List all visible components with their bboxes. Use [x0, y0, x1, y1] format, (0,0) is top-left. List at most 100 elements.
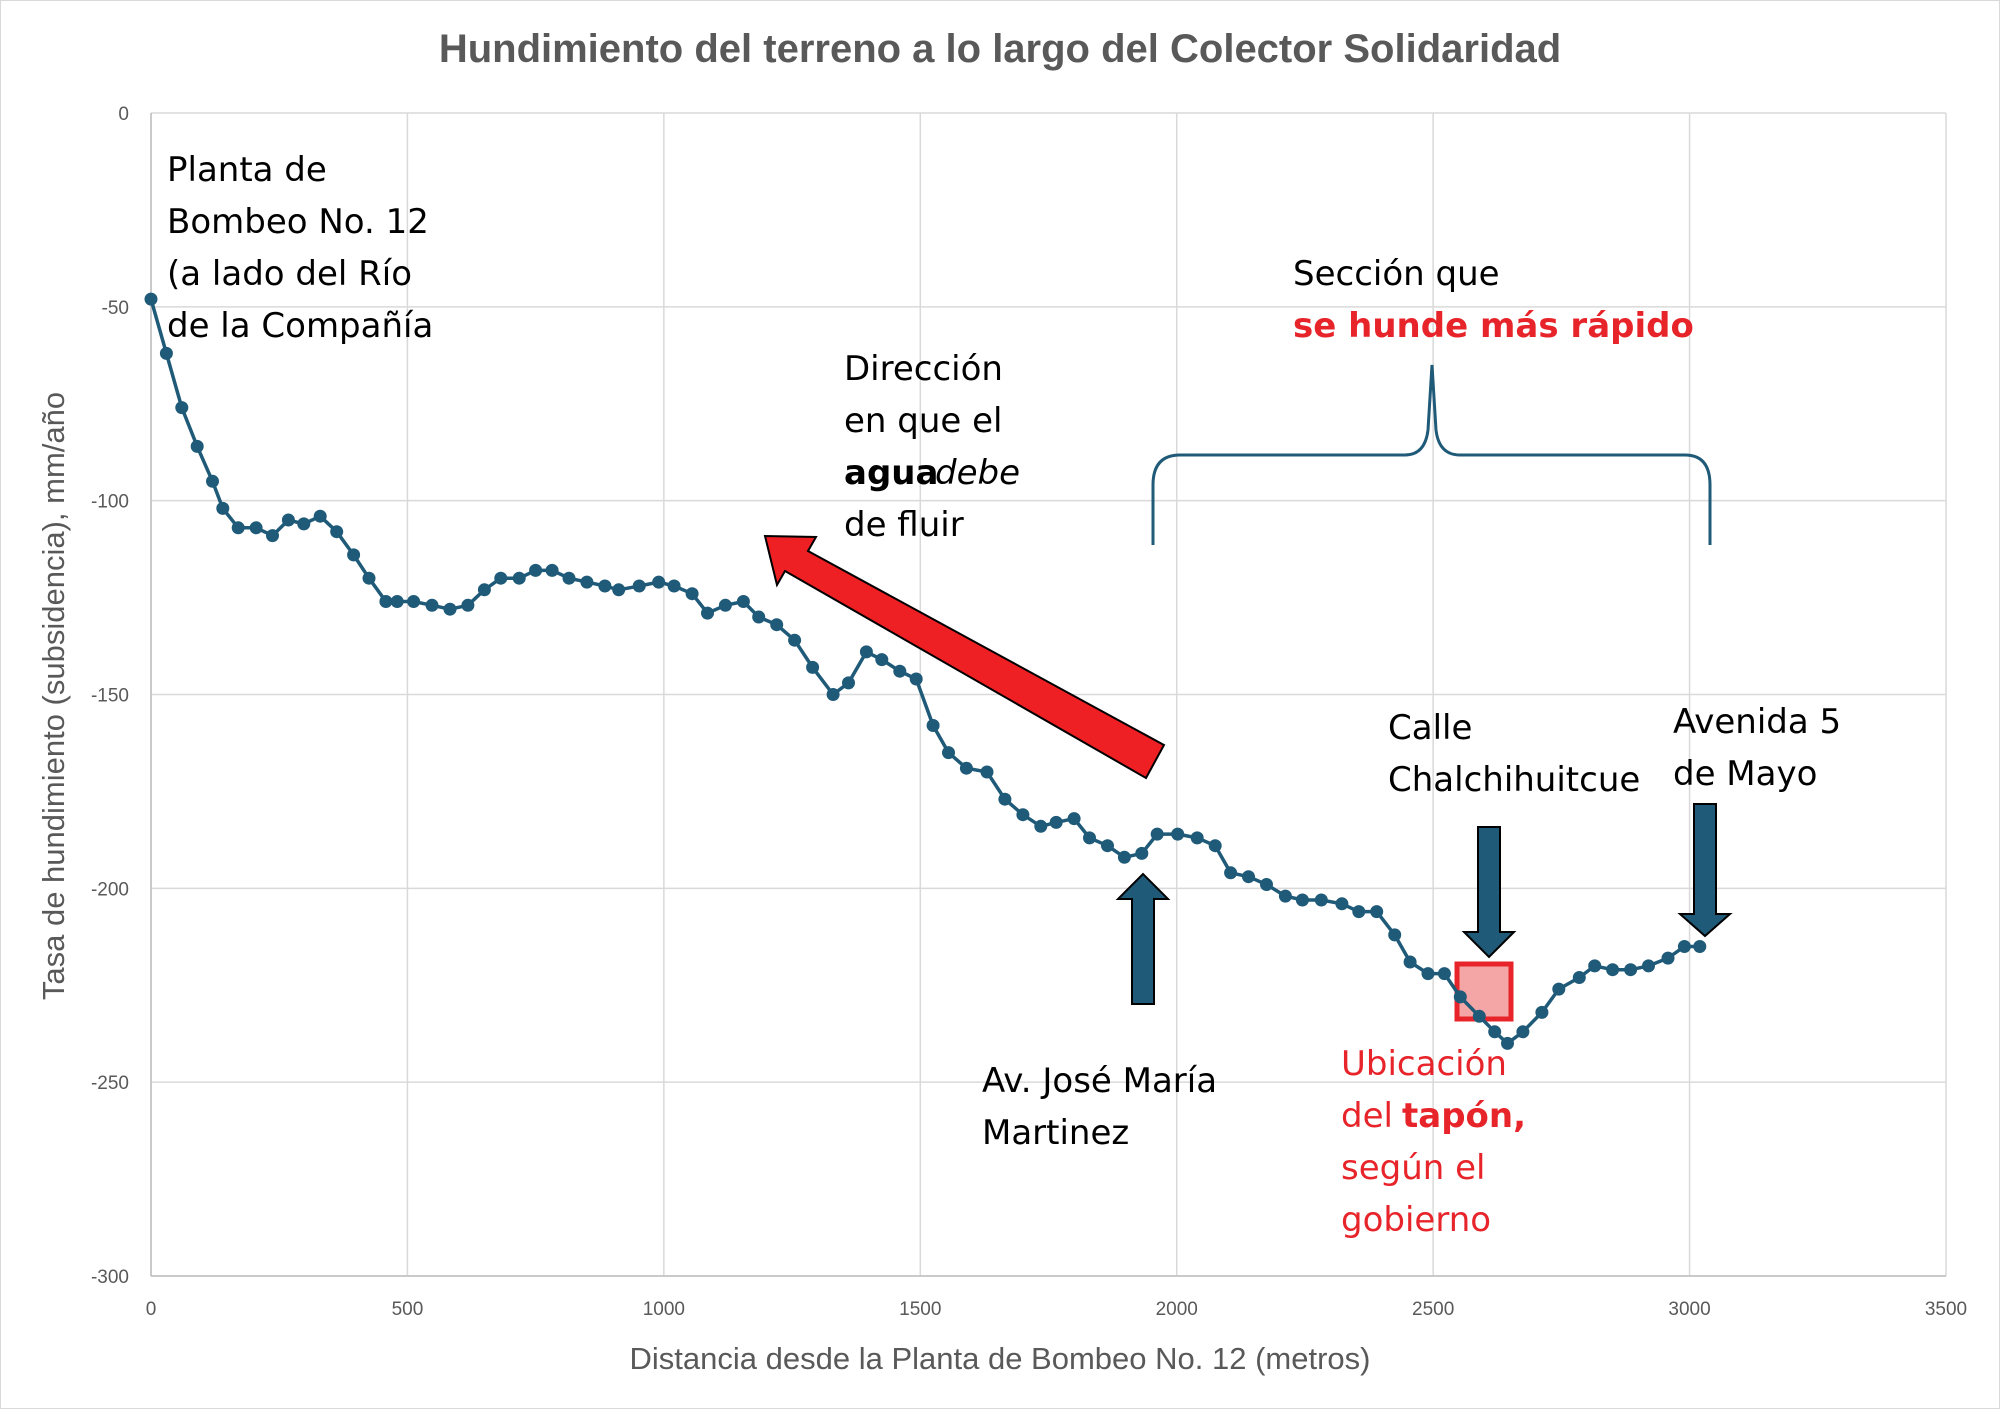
data-point [959, 761, 973, 775]
data-point [297, 517, 311, 531]
data-point [144, 292, 158, 306]
data-point [1488, 1025, 1502, 1039]
data-point [1472, 1009, 1486, 1023]
y-tick-label: -200 [91, 879, 129, 900]
data-point [1314, 893, 1328, 907]
data-point [1352, 905, 1366, 919]
data-point [425, 598, 439, 612]
data-point [926, 719, 940, 732]
plug-location-box [1454, 961, 1514, 1022]
y-tick-label: 0 [118, 104, 129, 125]
data-point [701, 606, 714, 620]
data-point [231, 521, 245, 535]
tick-labels: 0 -50 -100 -150 -200 -250 -300 0 500 1000 1500 2000… [91, 104, 1967, 1320]
data-point [1535, 1005, 1549, 1019]
y-tick-label: -300 [91, 1267, 129, 1288]
chart-title: Hundimiento del terreno a lo largo del C… [439, 27, 1561, 71]
y-tick-label: -150 [91, 686, 129, 707]
data-point [1677, 940, 1691, 953]
data-point [249, 521, 263, 535]
data-point [580, 575, 594, 589]
data-point [330, 525, 344, 539]
data-point [1224, 866, 1238, 880]
annotation-plug-location: Ubicación del tapón, según el gobierno [1341, 1044, 1537, 1240]
annotation-avenida-5-de-mayo: Avenida 5 de Mayo [1673, 702, 1852, 794]
data-point [1572, 971, 1586, 984]
data-point [1370, 905, 1384, 919]
data-point [1421, 967, 1435, 981]
data-point [313, 509, 327, 523]
data-point [1588, 959, 1602, 973]
data-point [1661, 951, 1675, 965]
data-point [1335, 897, 1349, 911]
axes [150, 113, 1946, 1277]
x-tick-label: 2500 [1412, 1299, 1454, 1320]
arrow-down-avenida-5-de-mayo [1677, 803, 1733, 938]
data-point [1016, 808, 1030, 822]
y-axis-label: Tasa de hundimiento (subsidencia), mm/añ… [36, 392, 71, 1000]
section-brace [1151, 364, 1712, 545]
x-tick-label: 500 [392, 1299, 424, 1320]
x-tick-label: 3000 [1668, 1299, 1710, 1320]
x-tick-label: 2000 [1156, 1299, 1198, 1320]
annotation-section-fast: se hunde más rápido [1293, 306, 1694, 346]
x-tick-label: 1500 [899, 1299, 941, 1320]
data-point [1208, 839, 1222, 853]
data-point [1501, 1036, 1514, 1050]
data-point [545, 563, 559, 577]
x-axis-label: Distancia desde la Planta de Bombeo No. … [630, 1341, 1371, 1376]
data-point [494, 571, 508, 585]
data-point [512, 571, 526, 585]
data-point [390, 595, 404, 608]
data-point [652, 575, 666, 589]
data-point [1083, 831, 1096, 845]
data-point [1150, 827, 1164, 841]
data-point [942, 746, 955, 760]
data-point [562, 571, 576, 585]
y-tick-label: -100 [91, 492, 129, 513]
data-point [1388, 928, 1402, 942]
arrow-down-calle-chalchihuitcue [1461, 826, 1517, 959]
flow-direction-arrow [763, 534, 1166, 780]
data-point [632, 579, 646, 593]
data-point [859, 645, 873, 659]
data-point [281, 513, 295, 527]
x-tick-label: 1000 [643, 1299, 685, 1320]
data-point [998, 792, 1012, 806]
x-tick-label: 3500 [1925, 1299, 1967, 1320]
data-point [1101, 839, 1114, 853]
data-point [529, 563, 543, 577]
data-point [1552, 982, 1566, 996]
data-point [1624, 963, 1638, 977]
data-point [826, 688, 840, 701]
data-point [1171, 827, 1185, 841]
data-point [718, 598, 732, 612]
y-tick-label: -250 [91, 1073, 129, 1094]
data-point [1295, 893, 1309, 907]
data-point [770, 618, 784, 632]
data-point [1034, 819, 1048, 833]
data-point [980, 765, 994, 779]
data-point [379, 595, 393, 608]
annotation-planta-bombeo: Planta de Bombeo No. 12 (a lado del Río … [167, 150, 440, 346]
arrow-up-av-jose-maria [1115, 872, 1171, 1005]
data-point [685, 587, 699, 601]
data-point [362, 571, 376, 585]
data-point [1437, 967, 1451, 981]
data-point [909, 672, 923, 686]
data-point [598, 579, 612, 593]
data-point [667, 579, 681, 593]
annotation-av-jose-maria: Av. José María Martinez [982, 1061, 1228, 1153]
data-point [1693, 940, 1707, 953]
annotation-section-label: Sección que [1293, 254, 1500, 294]
y-tick-label: -50 [102, 298, 129, 319]
data-point [1453, 990, 1467, 1004]
data-point [266, 529, 279, 543]
data-point [1606, 963, 1620, 977]
data-point [461, 598, 475, 612]
data-point [893, 664, 907, 678]
data-point [1278, 889, 1292, 903]
data-point [1135, 846, 1149, 860]
data-point [1260, 878, 1273, 891]
data-point [612, 583, 626, 597]
